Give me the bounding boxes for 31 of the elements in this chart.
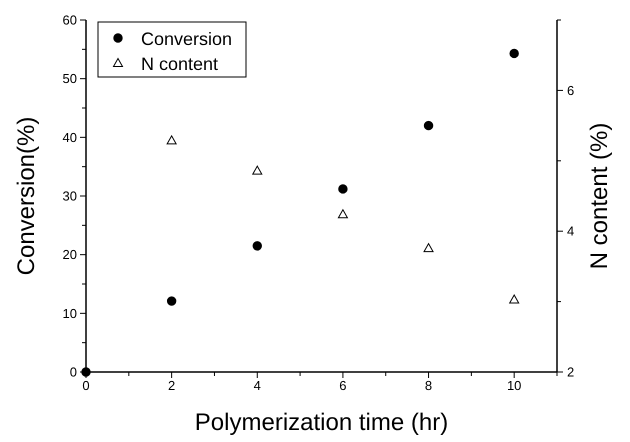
y-tick-label: 60 <box>62 12 77 28</box>
y-tick-label: 0 <box>70 364 77 380</box>
legend-label: N content <box>141 54 218 74</box>
point <box>166 296 176 306</box>
x-tick-label: 10 <box>506 378 522 393</box>
point <box>509 294 520 304</box>
x-tick-label: 6 <box>339 378 347 393</box>
point <box>252 241 262 251</box>
y2-tick-label: 2 <box>567 364 574 380</box>
point <box>252 166 262 175</box>
point <box>424 243 434 252</box>
point <box>338 184 348 194</box>
legend-label: Conversion <box>141 29 232 49</box>
x-axis-title: Polymerization time (hr) <box>194 409 448 436</box>
y-tick-label: 50 <box>62 71 77 86</box>
x-tick-label: 0 <box>82 378 90 393</box>
x-tick-label: 2 <box>168 378 176 393</box>
y-tick-label: 20 <box>62 247 77 262</box>
x-tick-label: 4 <box>254 378 261 393</box>
y2-tick-label: 4 <box>567 224 574 239</box>
point <box>509 48 519 58</box>
y-tick-label: 40 <box>62 130 77 145</box>
y-tick-label: 30 <box>62 188 77 204</box>
point <box>424 120 434 130</box>
y-tick-label: 10 <box>62 306 77 321</box>
point <box>166 135 177 144</box>
point <box>338 209 348 218</box>
x-tick-label: 8 <box>424 378 432 393</box>
y2-axis-title: N content (%) <box>586 122 613 270</box>
y2-tick-label: 6 <box>567 82 574 98</box>
y-axis-title: Conversion(%) <box>13 116 40 276</box>
